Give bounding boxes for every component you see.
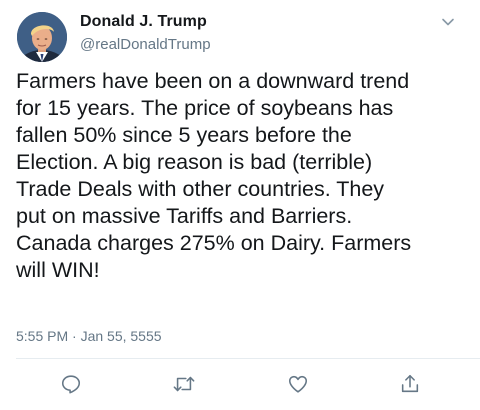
chevron-down-icon bbox=[442, 18, 454, 26]
profile-photo-icon bbox=[17, 12, 67, 62]
tweet-text-line: will WIN! bbox=[16, 258, 100, 282]
retweet-button[interactable] bbox=[171, 371, 197, 397]
reply-button[interactable] bbox=[58, 371, 84, 397]
user-handle[interactable]: @realDonaldTrump bbox=[80, 36, 211, 53]
tweet-text-line: Canada charges 275% on Dairy. Farmers bbox=[16, 231, 412, 255]
tweet-text-line: Farmers have been on a downward trend bbox=[16, 69, 410, 93]
heart-icon bbox=[288, 375, 308, 393]
tweet-text-line: Election. A big reason is bad (terrible) bbox=[16, 150, 373, 174]
reply-icon bbox=[61, 375, 81, 394]
tweet-text-line: Trade Deals with other countries. They bbox=[16, 177, 385, 201]
share-button[interactable] bbox=[397, 371, 423, 397]
tweet-text: Farmers have been on a downward trend fo… bbox=[16, 68, 466, 284]
like-button[interactable] bbox=[285, 371, 311, 397]
tweet-text-line: for 15 years. The price of soybeans has bbox=[16, 96, 394, 120]
tweet-text-line: put on massive Tariffs and Barriers. bbox=[16, 204, 353, 228]
tweet-text-line: fallen 50% since 5 years before the bbox=[16, 123, 352, 147]
timestamp[interactable]: 5:55 PM · Jan 55, 5555 bbox=[16, 328, 162, 344]
share-icon bbox=[401, 374, 419, 393]
more-options-button[interactable] bbox=[440, 14, 456, 30]
display-name[interactable]: Donald J. Trump bbox=[80, 13, 207, 30]
avatar[interactable] bbox=[17, 12, 67, 62]
retweet-icon bbox=[173, 376, 195, 392]
divider bbox=[16, 358, 480, 359]
